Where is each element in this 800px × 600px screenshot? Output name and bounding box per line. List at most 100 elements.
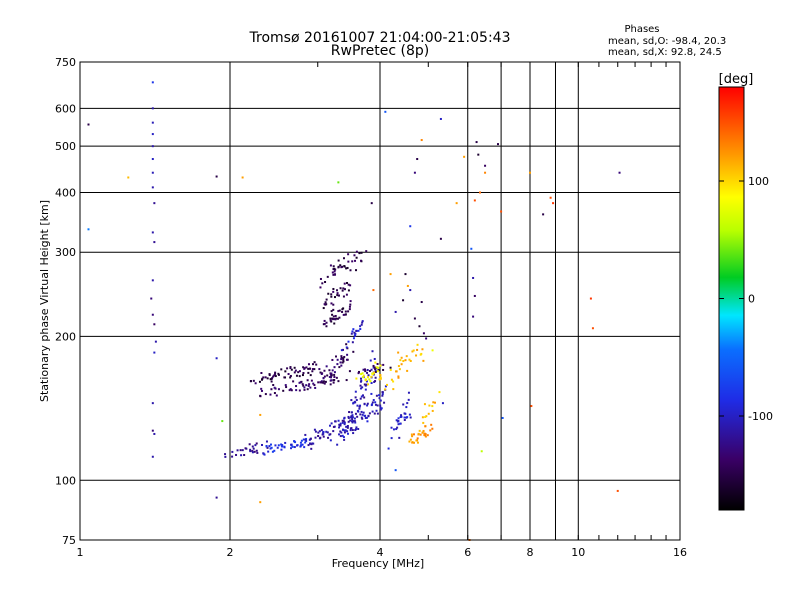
data-point [343, 282, 346, 285]
data-point [329, 383, 332, 386]
data-point [301, 443, 304, 446]
data-point [299, 445, 302, 448]
data-point [330, 374, 333, 377]
x-tick-label: 16 [673, 546, 687, 559]
data-point [264, 376, 267, 379]
data-point [359, 404, 362, 407]
data-point [365, 416, 368, 419]
data-point [379, 404, 382, 407]
data-point [248, 443, 251, 446]
data-point [384, 385, 387, 388]
data-point [151, 133, 154, 136]
data-point [353, 254, 356, 257]
data-point [473, 294, 476, 297]
data-point [356, 404, 359, 407]
data-point [348, 305, 351, 308]
data-point [332, 303, 335, 306]
data-point [422, 429, 425, 432]
data-point [153, 202, 156, 205]
data-point [379, 376, 382, 379]
data-point [431, 405, 434, 408]
data-point [345, 346, 348, 349]
data-point [384, 388, 387, 391]
data-point [397, 375, 400, 378]
data-point [397, 365, 400, 368]
data-point [431, 349, 434, 352]
data-point [349, 416, 352, 419]
data-point [317, 431, 320, 434]
data-point [421, 348, 424, 351]
data-point [150, 297, 153, 300]
x-tick-label: 8 [527, 546, 534, 559]
data-point [322, 432, 325, 435]
data-point [263, 453, 266, 456]
data-point [333, 296, 336, 299]
data-point [269, 393, 272, 396]
data-point [289, 388, 292, 391]
data-point [405, 406, 408, 409]
data-point [353, 420, 356, 423]
data-point [351, 418, 354, 421]
data-point [400, 414, 403, 417]
data-point [307, 384, 310, 387]
data-point [354, 390, 357, 393]
data-point [410, 433, 413, 436]
data-point [277, 444, 280, 447]
data-point [266, 377, 269, 380]
data-point [378, 397, 381, 400]
data-point [342, 313, 345, 316]
data-point [422, 359, 425, 362]
data-point [151, 81, 154, 84]
data-point [342, 436, 345, 439]
data-point [336, 358, 339, 361]
data-point [343, 355, 346, 358]
data-point [323, 322, 326, 325]
data-point [367, 414, 370, 417]
data-point [412, 441, 415, 444]
data-point [355, 269, 358, 272]
data-point [343, 265, 346, 268]
data-point [323, 382, 326, 385]
data-point [329, 433, 332, 436]
data-point [339, 264, 342, 267]
data-point [406, 402, 409, 405]
y-tick-label: 100 [55, 474, 76, 487]
data-point [360, 373, 363, 376]
data-point [368, 378, 371, 381]
data-point [331, 313, 334, 316]
data-point [301, 383, 304, 386]
data-point [389, 366, 392, 369]
data-point [302, 366, 305, 369]
data-point [382, 368, 385, 371]
data-point [347, 420, 350, 423]
data-point [342, 358, 345, 361]
data-point [392, 428, 395, 431]
data-point [399, 359, 402, 362]
data-point [338, 366, 341, 369]
data-point [352, 337, 355, 340]
data-point [408, 358, 411, 361]
data-point [259, 501, 262, 504]
data-point [151, 455, 154, 458]
data-point [416, 348, 419, 351]
data-point [304, 438, 307, 441]
data-point [359, 328, 362, 331]
data-point [424, 416, 427, 419]
colorbar-tick-label: -100 [748, 410, 773, 423]
data-point [323, 369, 326, 372]
data-point [322, 430, 325, 433]
data-point [286, 367, 289, 370]
data-point [406, 284, 409, 287]
data-point [262, 376, 265, 379]
data-point [296, 444, 299, 447]
y-tick-label: 600 [55, 102, 76, 115]
data-point [419, 353, 422, 356]
data-point [336, 289, 339, 292]
data-point [343, 431, 346, 434]
data-point [400, 363, 403, 366]
data-point [298, 389, 301, 392]
data-point [346, 425, 349, 428]
data-point [397, 376, 400, 379]
data-point [273, 374, 276, 377]
data-point [333, 318, 336, 321]
